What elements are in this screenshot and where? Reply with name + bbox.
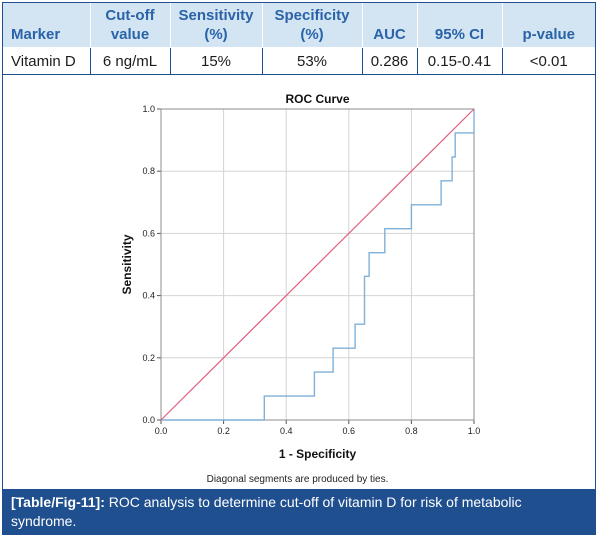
header-ci: 95% CI [417, 3, 503, 48]
figure-caption: [Table/Fig-11]: ROC analysis to determin… [3, 489, 595, 534]
table-row: Vitamin D 6 ng/mL 15% 53% 0.286 0.15-0.4… [3, 47, 595, 75]
header-marker: Marker [3, 3, 91, 48]
x-tick-label: 0.0 [155, 426, 168, 436]
header-pvalue: p-value [502, 3, 595, 48]
y-tick-label: 1.0 [142, 104, 155, 114]
y-tick-label: 0.0 [142, 415, 155, 425]
cell-marker: Vitamin D [3, 47, 91, 75]
x-tick-label: 0.8 [405, 426, 418, 436]
caption-text: ROC analysis to determine cut-off of vit… [11, 494, 522, 529]
plot-border [160, 108, 475, 421]
header-sensitivity: Sensitivity (%) [170, 3, 263, 48]
y-tick-label: 0.6 [142, 228, 155, 238]
cell-pvalue: <0.01 [502, 47, 595, 75]
cell-sensitivity: 15% [170, 47, 263, 75]
cell-cutoff: 6 ng/mL [90, 47, 171, 75]
header-auc: AUC [362, 3, 418, 48]
caption-label: [Table/Fig-11]: [11, 494, 105, 510]
cell-auc: 0.286 [362, 47, 418, 75]
x-tick-label: 1.0 [468, 426, 481, 436]
header-specificity: Specificity (%) [262, 3, 363, 48]
x-tick-label: 0.6 [343, 426, 356, 436]
x-tick-label: 0.2 [217, 426, 230, 436]
reference-diagonal-line [160, 108, 475, 421]
cell-ci: 0.15-0.41 [417, 47, 503, 75]
chart-footnote: Diagonal segments are produced by ties. [207, 474, 389, 485]
y-tick-label: 0.8 [142, 166, 155, 176]
table-header-row: Marker Cut-off value Sensitivity (%) Spe… [3, 3, 595, 48]
roc-curve-line [161, 109, 475, 421]
x-tick-label: 0.4 [280, 426, 293, 436]
roc-chart-svg: 0.0 0.2 0.4 0.6 0.8 1.0 0.0 0.2 0.4 0.6 0.8 1.0 ROC … [120, 92, 481, 485]
y-tick-label: 0.2 [142, 353, 155, 363]
stats-table: Marker Cut-off value Sensitivity (%) Spe… [3, 3, 595, 75]
y-axis-label: Sensitivity [120, 234, 134, 294]
x-axis-label: 1 - Specificity [279, 447, 357, 461]
cell-specificity: 53% [262, 47, 363, 75]
header-cutoff: Cut-off value [90, 3, 171, 48]
roc-chart: 0.0 0.2 0.4 0.6 0.8 1.0 0.0 0.2 0.4 0.6 0.8 1.0 ROC … [3, 87, 595, 487]
chart-title: ROC Curve [285, 92, 349, 106]
y-tick-label: 0.4 [142, 291, 155, 301]
